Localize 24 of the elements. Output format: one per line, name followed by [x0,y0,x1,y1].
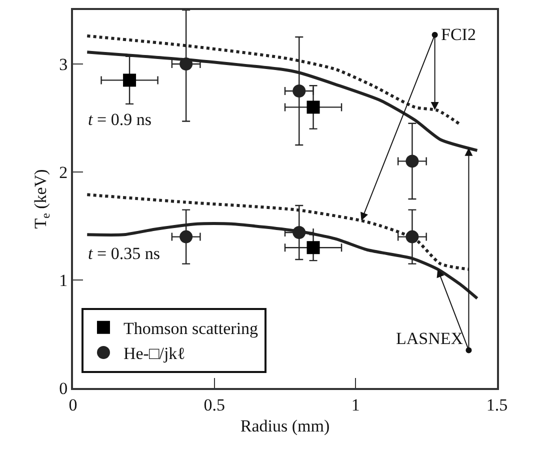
point [306,241,320,254]
point [123,74,136,87]
legend-label: He-□/jkℓ [123,344,186,364]
legend-label: Thomson scattering [123,319,259,338]
point [406,154,419,168]
y-tick-label: 0 [59,378,68,398]
x-tick-label: 0.5 [204,395,225,414]
point [406,230,419,244]
point [180,58,193,70]
annotation: FCI2 [441,25,476,44]
line-series [86,193,470,271]
y-tick-label: 2 [59,162,68,182]
y-tick-label: 3 [59,54,68,74]
x-tick-label: 1 [351,395,360,414]
point [306,100,320,114]
x-tick-label: 1.5 [486,395,508,414]
point [292,226,306,239]
point [292,84,306,98]
annotation: t = 0.9 ns [88,110,152,129]
annotation: LASNEX [396,329,464,348]
annotation: t = 0.35 ns [88,244,160,263]
y-tick-label: 1 [59,270,68,290]
x-axis-title: Radius (mm) [240,416,330,436]
point [180,230,193,244]
